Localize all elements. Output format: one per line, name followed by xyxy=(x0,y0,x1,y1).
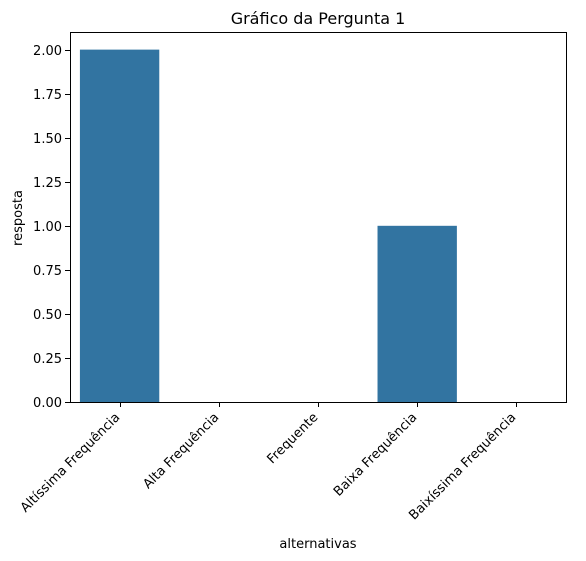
bar-3 xyxy=(377,225,457,402)
y-tick-label: 1.50 xyxy=(33,132,62,147)
y-tick-label: 1.75 xyxy=(33,88,62,103)
y-tick-label: 0.25 xyxy=(33,352,62,367)
y-tick-label: 1.25 xyxy=(33,176,62,191)
plot-frame xyxy=(70,32,567,403)
y-tick-label: 0.50 xyxy=(33,308,62,323)
y-axis-label: resposta xyxy=(11,190,26,246)
x-axis-label: alternativas xyxy=(279,537,356,552)
x-tick-label: Baixíssima Frequência xyxy=(406,410,519,523)
y-tick-label: 0.00 xyxy=(33,396,62,411)
x-tick-label: Frequente xyxy=(264,410,321,467)
x-tick-label: Altíssima Frequência xyxy=(18,410,123,515)
x-tick-label: Alta Frequência xyxy=(140,410,222,492)
bar-0 xyxy=(79,49,160,402)
y-tick-label: 2.00 xyxy=(33,44,62,59)
y-axis: 0.00 0.25 0.50 0.75 1.00 1.25 1.50 1.75 2.00 xyxy=(33,44,70,411)
y-tick-label: 0.75 xyxy=(33,264,62,279)
x-tick-label: Baixa Frequência xyxy=(331,410,420,499)
y-tick-label: 1.00 xyxy=(33,220,62,235)
x-axis: Altíssima Frequência Alta Frequência Frequ… xyxy=(18,402,519,523)
chart-title: Gráfico da Pergunta 1 xyxy=(231,9,406,28)
bars-group xyxy=(79,49,457,402)
